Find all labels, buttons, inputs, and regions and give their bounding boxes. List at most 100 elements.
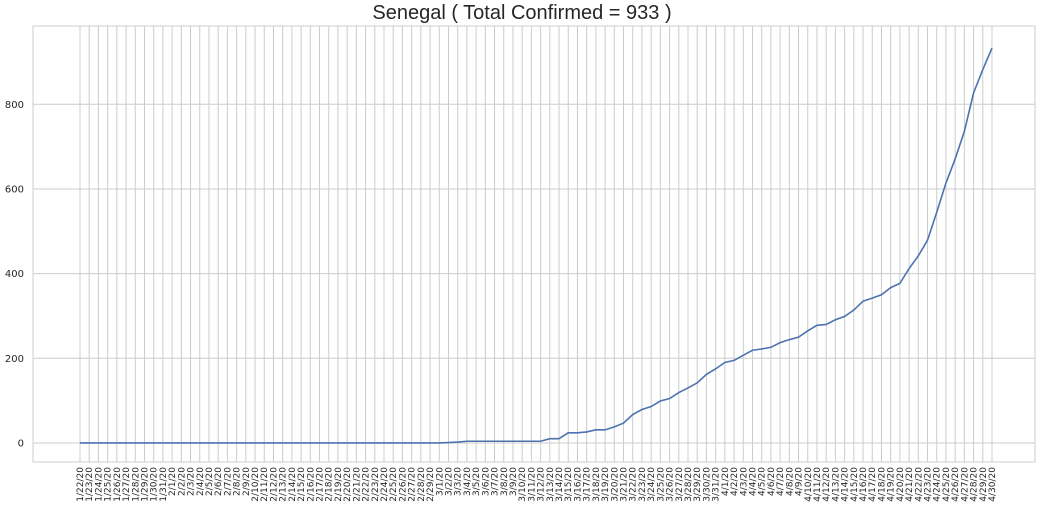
x-tick-label: 2/20/20 [343,467,353,502]
x-tick-label: 3/24/20 [647,467,657,502]
x-tick-label: 4/17/20 [868,467,878,502]
x-tick-label: 4/6/20 [767,467,777,496]
x-tick-label: 4/7/20 [776,467,786,496]
x-axis-ticks: 1/22/20 1/23/20 1/24/20 1/25/20 1/26/20 1/27/… [76,467,998,502]
x-tick-label: 2/22/20 [362,467,372,502]
x-tick-label: 4/26/20 [951,467,961,502]
y-tick-label: 200 [5,354,24,365]
x-tick-label: 3/31/20 [712,467,722,502]
x-tick-label: 3/17/20 [583,467,593,502]
x-tick-label: 4/29/20 [979,467,989,502]
x-tick-label: 3/8/20 [500,467,510,496]
x-tick-label: 3/1/20 [435,467,445,496]
x-tick-label: 2/24/20 [380,467,390,502]
x-tick-label: 3/5/20 [472,467,482,496]
x-tick-label: 3/22/20 [629,467,639,502]
x-tick-label: 3/11/20 [527,467,537,502]
x-tick-label: 3/15/20 [564,467,574,502]
y-tick-label: 400 [5,269,24,280]
x-tick-label: 3/10/20 [518,467,528,502]
x-tick-label: 2/2/20 [177,467,187,496]
x-tick-label: 3/14/20 [555,467,565,502]
x-tick-label: 4/20/20 [896,467,906,502]
x-tick-label: 2/1/20 [168,467,178,496]
x-tick-label: 3/27/20 [675,467,685,502]
x-tick-label: 1/24/20 [94,467,104,502]
x-tick-label: 2/7/20 [223,467,233,496]
x-tick-label: 2/14/20 [288,467,298,502]
x-tick-label: 2/9/20 [242,467,252,496]
x-tick-label: 1/23/20 [85,467,95,502]
x-tick-label: 4/10/20 [804,467,814,502]
x-tick-label: 1/30/20 [150,467,160,502]
x-tick-label: 2/11/20 [260,467,270,502]
x-tick-label: 3/2/20 [444,467,454,496]
x-tick-label: 3/25/20 [656,467,666,502]
x-tick-label: 1/29/20 [140,467,150,502]
x-tick-label: 1/26/20 [113,467,123,502]
x-tick-label: 2/17/20 [316,467,326,502]
x-tick-label: 2/26/20 [398,467,408,502]
x-tick-label: 3/26/20 [666,467,676,502]
x-tick-label: 3/4/20 [463,467,473,496]
x-tick-label: 2/4/20 [196,467,206,496]
x-tick-label: 2/28/20 [417,467,427,502]
x-tick-label: 4/14/20 [841,467,851,502]
x-tick-label: 2/21/20 [352,467,362,502]
plot-frame [32,25,1036,463]
x-tick-label: 4/27/20 [960,467,970,502]
series-line-confirmed [80,47,993,444]
x-tick-label: 3/9/20 [509,467,519,496]
x-tick-label: 4/19/20 [887,467,897,502]
x-tick-label: 4/1/20 [721,467,731,496]
x-tick-label: 4/4/20 [748,467,758,496]
x-tick-label: 1/27/20 [122,467,132,502]
x-tick-label: 4/25/20 [942,467,952,502]
x-tick-label: 4/8/20 [785,467,795,496]
x-tick-label: 3/7/20 [491,467,501,496]
y-tick-label: 0 [18,438,24,449]
x-tick-label: 4/9/20 [795,467,805,496]
chart-title: Senegal ( Total Confirmed = 933 ) [372,2,672,24]
x-tick-label: 3/3/20 [454,467,464,496]
x-tick-label: 1/22/20 [76,467,86,502]
x-tick-label: 3/30/20 [702,467,712,502]
x-tick-label: 1/28/20 [131,467,141,502]
x-tick-label: 2/5/20 [205,467,215,496]
x-tick-label: 3/23/20 [638,467,648,502]
x-tick-label: 2/29/20 [426,467,436,502]
x-tick-label: 4/13/20 [831,467,841,502]
x-tick-label: 4/21/20 [905,467,915,502]
x-tick-label: 3/20/20 [610,467,620,502]
x-tick-label: 3/13/20 [546,467,556,502]
x-tick-label: 4/11/20 [813,467,823,502]
x-tick-label: 2/10/20 [251,467,261,502]
x-tick-label: 2/25/20 [389,467,399,502]
x-tick-label: 2/12/20 [269,467,279,502]
x-tick-label: 2/8/20 [233,467,243,496]
x-tick-label: 2/23/20 [371,467,381,502]
x-gridlines [79,26,993,462]
x-tick-label: 4/30/20 [988,467,998,502]
y-tick-label: 800 [5,100,24,111]
x-tick-label: 4/16/20 [859,467,869,502]
y-tick-label: 600 [5,184,24,195]
x-tick-label: 4/2/20 [730,467,740,496]
x-tick-label: 3/6/20 [481,467,491,496]
x-tick-label: 2/27/20 [408,467,418,502]
x-tick-label: 3/28/20 [684,467,694,502]
x-tick-label: 4/15/20 [850,467,860,502]
x-tick-label: 3/21/20 [620,467,630,502]
x-tick-label: 2/16/20 [306,467,316,502]
x-tick-label: 2/3/20 [187,467,197,496]
x-tick-label: 2/15/20 [297,467,307,502]
x-tick-label: 3/18/20 [592,467,602,502]
x-tick-label: 3/19/20 [601,467,611,502]
x-tick-label: 3/29/20 [693,467,703,502]
x-tick-label: 4/5/20 [758,467,768,496]
y-gridlines [33,103,1035,444]
x-tick-label: 3/12/20 [537,467,547,502]
x-tick-label: 4/23/20 [924,467,934,502]
x-tick-label: 2/6/20 [214,467,224,496]
